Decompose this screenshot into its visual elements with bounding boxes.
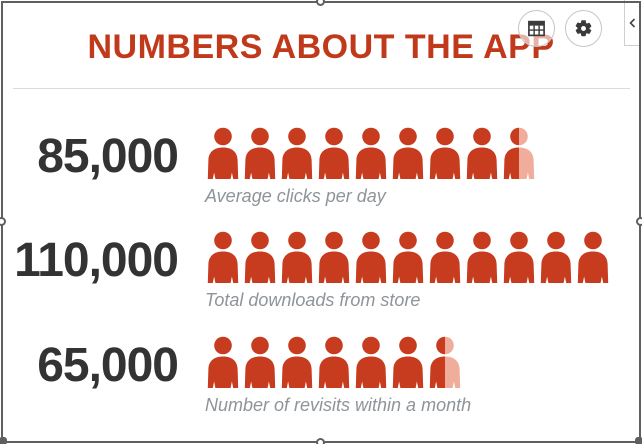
person-icon	[355, 231, 387, 283]
pictogram-icons	[205, 231, 611, 283]
chart-title: NUMBERS ABOUT THE APP	[87, 28, 555, 66]
person-half-icon	[429, 336, 461, 388]
person-icon	[281, 127, 313, 179]
table-grid-icon	[528, 20, 545, 37]
person-icon	[318, 127, 350, 179]
stat-value: 65,000	[37, 339, 179, 392]
resize-handle-bottom[interactable]	[316, 438, 325, 444]
person-icon	[392, 127, 424, 179]
person-icon	[540, 231, 572, 283]
table-view-button[interactable]	[518, 10, 555, 47]
gear-icon	[575, 20, 592, 37]
pictogram-icons	[205, 336, 471, 388]
person-icon	[355, 127, 387, 179]
stat-pictogram: Average clicks per day	[205, 127, 537, 207]
settings-button[interactable]	[565, 10, 602, 47]
stat-pictogram: Number of revisits within a month	[205, 336, 471, 416]
title-separator	[13, 88, 630, 89]
person-icon	[466, 127, 498, 179]
person-icon	[244, 127, 276, 179]
stat-label: Total downloads from store	[205, 290, 421, 310]
person-icon	[577, 231, 609, 283]
stat-value: 110,000	[14, 234, 179, 287]
resize-handle-bottom-left[interactable]	[0, 437, 7, 444]
person-icon	[392, 231, 424, 283]
stat-row: 85,000 Average clicks per day	[0, 127, 537, 207]
person-icon	[429, 127, 461, 179]
person-icon	[318, 336, 350, 388]
stat-value: 85,000	[37, 130, 179, 183]
person-icon	[503, 231, 535, 283]
person-half-icon	[503, 127, 535, 179]
person-icon	[207, 231, 239, 283]
resize-handle-bottom-right[interactable]	[635, 437, 642, 444]
stat-row: 65,000 Number of revisits within a month	[0, 336, 471, 416]
stat-row: 110,000 Total downloads from store	[0, 231, 611, 311]
person-icon	[207, 336, 239, 388]
pictogram-icons	[205, 127, 537, 179]
person-icon	[392, 336, 424, 388]
stat-label: Average clicks per day	[205, 186, 386, 206]
resize-handle-top[interactable]	[316, 0, 325, 6]
collapse-pane-toggle[interactable]	[624, 0, 640, 46]
resize-handle-left[interactable]	[0, 217, 6, 226]
person-icon	[355, 336, 387, 388]
stat-pictogram: Total downloads from store	[205, 231, 611, 311]
chevron-left-icon	[629, 17, 636, 28]
person-icon	[429, 231, 461, 283]
person-icon	[466, 231, 498, 283]
resize-handle-right[interactable]	[636, 217, 642, 226]
person-icon	[318, 231, 350, 283]
person-icon	[281, 231, 313, 283]
person-icon	[207, 127, 239, 179]
person-icon	[281, 336, 313, 388]
stat-label: Number of revisits within a month	[205, 395, 472, 415]
person-icon	[244, 336, 276, 388]
person-icon	[244, 231, 276, 283]
